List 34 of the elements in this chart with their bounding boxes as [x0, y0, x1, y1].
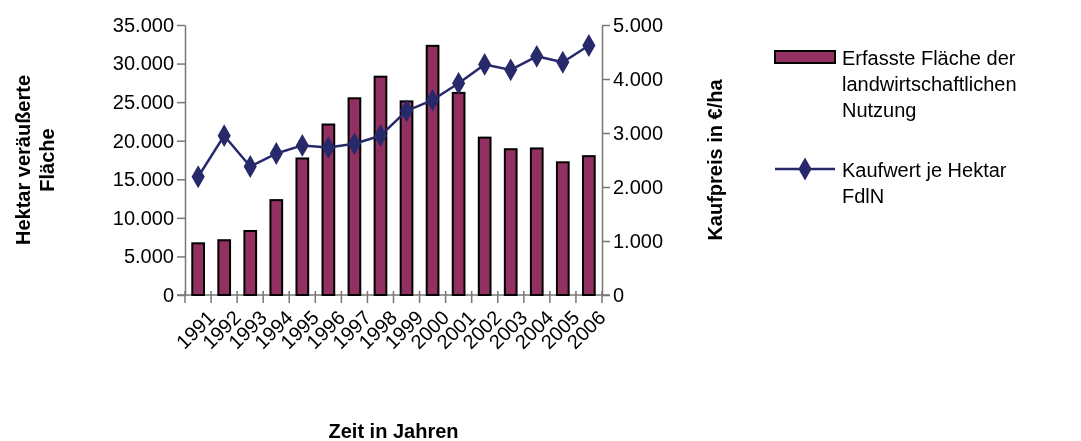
bar: [295, 157, 310, 296]
y2-tick-label: 3.000: [613, 121, 664, 144]
legend-label: Kaufwert je Hektar FdlN: [842, 159, 1007, 207]
bar: [425, 44, 440, 296]
y-tick-label: 5.000: [123, 245, 174, 268]
bar: [451, 91, 466, 296]
bar: [217, 239, 232, 296]
y2-tick-label: 2.000: [613, 175, 664, 198]
bar: [373, 75, 388, 296]
bar: [321, 123, 336, 296]
y-tick-label: 0: [162, 283, 174, 306]
y-tick-label: 35.000: [112, 13, 174, 36]
y-tick-label: 15.000: [112, 168, 174, 191]
y2-tick-label: 5.000: [613, 13, 664, 36]
x-axis-title: Zeit in Jahren: [328, 420, 459, 441]
y-axis-title: Hektar veräußerte Fläche: [12, 74, 58, 246]
y2-tick-label: 1.000: [613, 229, 664, 252]
bar: [555, 161, 570, 296]
y2-tick-label: 4.000: [613, 67, 664, 90]
y-tick-label: 20.000: [112, 129, 174, 152]
bar: [503, 148, 518, 296]
bar: [529, 147, 544, 296]
y-tick-label: 10.000: [112, 206, 174, 229]
y-tick-label: 25.000: [112, 91, 174, 114]
y2-axis-title: Kaufpreis in €/ha: [704, 78, 726, 241]
y-tick-label: 30.000: [112, 52, 174, 75]
legend-label: Erfasste Fläche der landwirtschaftlichen Nutzung: [842, 47, 1017, 121]
bar: [191, 242, 206, 296]
bar: [347, 97, 362, 296]
bar: [581, 155, 596, 296]
bar: [243, 229, 258, 296]
bar: [269, 199, 284, 296]
bar: [477, 136, 492, 296]
y2-tick-label: 0: [613, 283, 625, 306]
